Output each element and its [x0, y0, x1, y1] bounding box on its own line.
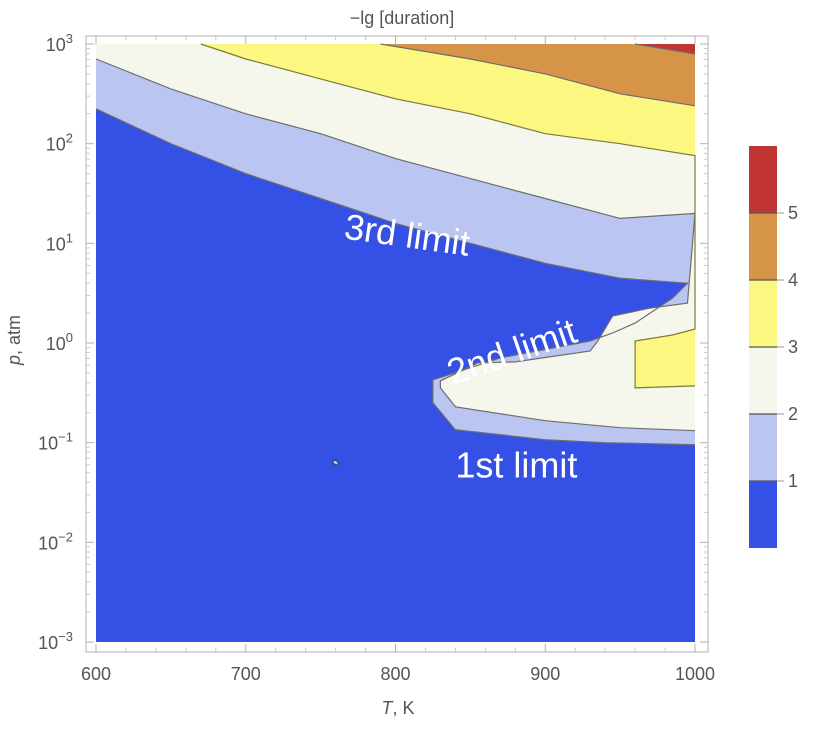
x-axis-title: T, K	[381, 698, 414, 718]
contour-regions	[96, 44, 696, 642]
x-axis-variable: T	[381, 698, 394, 718]
plot-title: −lg [duration]	[350, 8, 455, 28]
legend-swatch	[749, 146, 777, 213]
x-tick-label: 700	[231, 664, 261, 684]
legend-tick-label: 2	[788, 404, 798, 424]
legend-tick-label: 4	[788, 270, 798, 290]
region-level-3	[200, 44, 696, 388]
y-tick-label: 10−3	[38, 629, 73, 653]
y-tick-label: 10−1	[38, 430, 73, 454]
contour-lines	[95, 43, 696, 446]
contour-line-1	[95, 108, 696, 446]
x-axis-unit: , K	[392, 698, 414, 718]
point-markers	[332, 459, 339, 466]
y-axis-unit: , atm	[4, 315, 24, 355]
legend-swatch	[749, 280, 777, 347]
y-tick-label: 100	[46, 330, 73, 354]
y-axis-ticks: 10−3 10−2 10−1 100 101 102 103	[38, 31, 708, 653]
y-axis-variable: p	[4, 355, 24, 366]
legend-swatch	[749, 347, 777, 414]
legend-swatch	[749, 481, 777, 548]
region-level-4	[380, 44, 695, 106]
x-tick-label: 900	[530, 664, 560, 684]
x-tick-label: 1000	[675, 664, 715, 684]
x-tick-label: 800	[380, 664, 410, 684]
y-tick-label: 101	[46, 230, 73, 254]
legend-tick-label: 3	[788, 337, 798, 357]
legend: 1 2 3 4 5	[749, 146, 798, 548]
region-level-2	[96, 44, 695, 431]
contour-line-4	[380, 43, 696, 107]
data-point-marker	[332, 459, 339, 466]
y-tick-label: 102	[46, 131, 73, 155]
legend-tick-label: 5	[788, 203, 798, 223]
x-tick-label: 600	[81, 664, 111, 684]
contour-line-3	[200, 43, 696, 389]
legend-swatch	[749, 414, 777, 481]
legend-tick-label: 1	[788, 471, 798, 491]
plot-frame	[85, 35, 709, 653]
x-axis-ticks: 600 700 800 900 1000	[81, 36, 715, 684]
legend-swatch	[749, 213, 777, 280]
y-tick-label: 10−2	[38, 529, 73, 553]
contour-line-2	[95, 58, 696, 432]
contour-line-5	[635, 43, 696, 55]
y-axis-title: p, atm	[4, 315, 24, 366]
y-tick-label: 103	[46, 31, 73, 55]
annotation-label: 1st limit	[455, 445, 577, 486]
